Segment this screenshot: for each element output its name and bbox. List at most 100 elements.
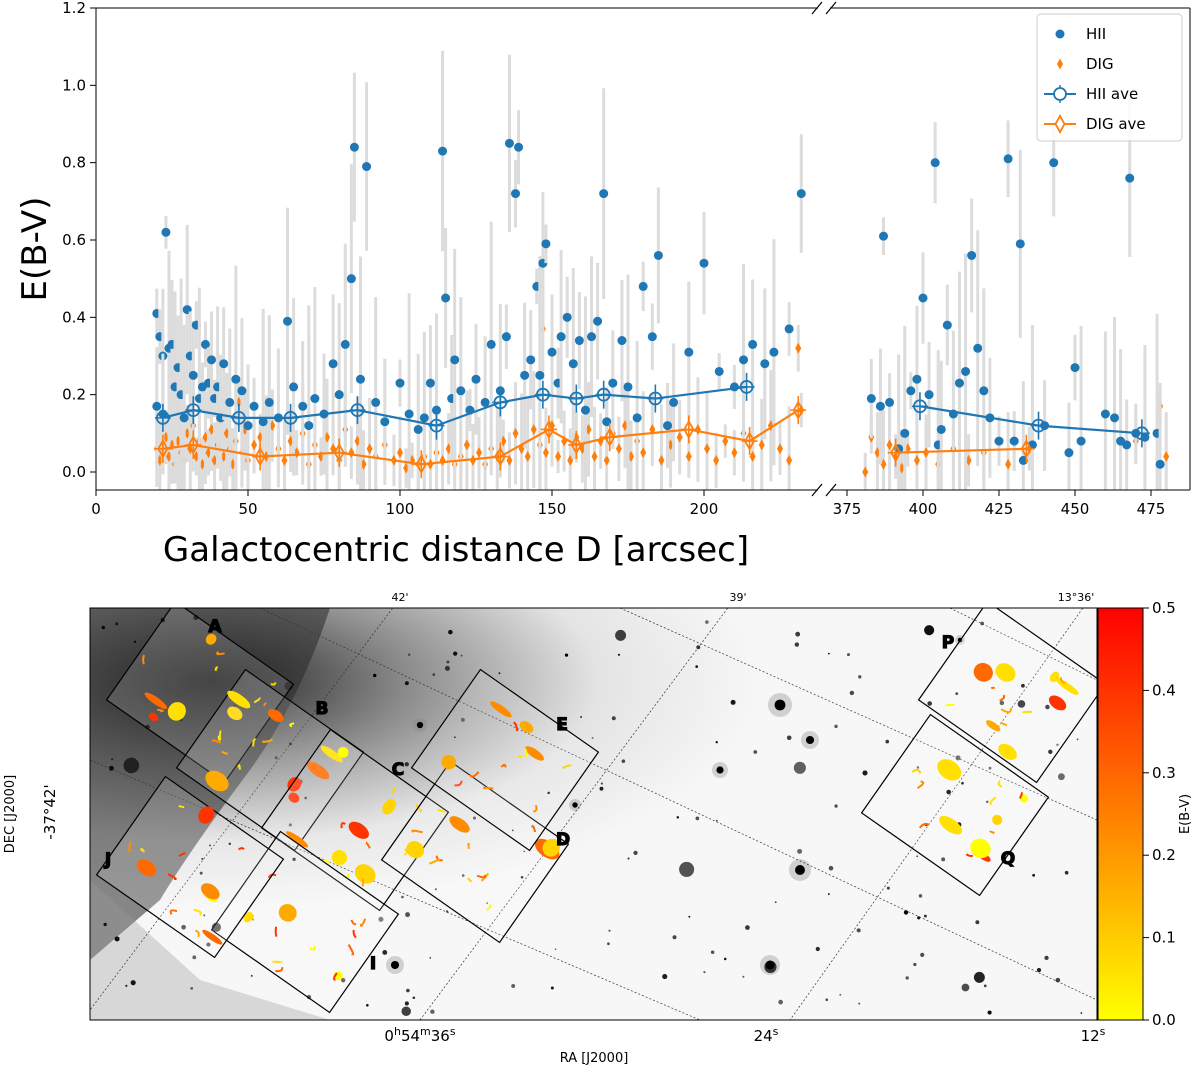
hii-point [425, 378, 435, 388]
dig-point [591, 451, 598, 463]
dig-point [749, 451, 756, 463]
hii-point [207, 355, 217, 365]
dig-point [202, 431, 209, 443]
hii-point [973, 343, 983, 353]
hii-point [486, 339, 496, 349]
hii-average-point [231, 410, 246, 425]
legend: HII DIG HII ave DIG ave [1036, 13, 1183, 142]
hii-point [283, 316, 293, 326]
hii-point [526, 355, 536, 365]
hii-point [413, 424, 423, 434]
hii-point [632, 413, 642, 423]
colorbar-label: E(B-V) [1178, 794, 1193, 834]
dig-point [162, 431, 169, 443]
hii-point [456, 386, 466, 396]
y-tick-label: 0.0 [62, 463, 86, 481]
hii-point [653, 250, 663, 260]
dig-point [366, 443, 373, 455]
dig-point [722, 435, 729, 447]
dig-point [269, 420, 276, 432]
dig-point [512, 427, 519, 439]
y-tick-label: 1.0 [62, 76, 86, 94]
hii-point [954, 378, 964, 388]
legend-entry: HII [1055, 25, 1106, 43]
hii-point [900, 428, 910, 438]
hii-point [200, 339, 210, 349]
hii-point [623, 382, 633, 392]
dig-average-point [254, 446, 266, 467]
dig-point [223, 427, 230, 439]
hii-point [1070, 363, 1080, 373]
hii-point [967, 250, 977, 260]
dig-average-point [1020, 438, 1032, 459]
colorbar-tick-label: 0.1 [1152, 929, 1176, 947]
dig-average-point [415, 454, 427, 475]
hii-average-point [429, 418, 444, 433]
dig-average-point [157, 438, 169, 459]
hii-average-point [913, 399, 927, 414]
dig-point [640, 447, 647, 459]
legend-label: DIG ave [1086, 115, 1146, 133]
hii-point [684, 347, 694, 357]
field-label: E [556, 715, 568, 735]
field-i [210, 830, 400, 1014]
hii-point [1100, 409, 1110, 419]
hii-point [179, 413, 189, 423]
hii-point [796, 189, 806, 199]
dig-point [880, 458, 887, 470]
colorbar-tick-label: 0.2 [1152, 846, 1176, 864]
hii-point [699, 258, 709, 268]
hii-point [471, 374, 481, 384]
dig-point [874, 447, 881, 459]
dig-average-point [543, 419, 555, 440]
field-label: D [556, 830, 570, 850]
dig-point [685, 451, 692, 463]
dig-point [403, 462, 410, 474]
dig-point [795, 342, 802, 354]
hii-point [152, 401, 162, 411]
observed-fields: A B C D E I J P Q [95, 608, 1097, 1014]
field-label: Q [1001, 849, 1015, 869]
dig-point [555, 451, 562, 463]
hii-point [264, 397, 274, 407]
x-tick-label: 0 [91, 500, 101, 518]
field-e [410, 668, 600, 852]
y-axis-label: E(B-V) [15, 197, 55, 302]
dig-average-point [494, 446, 506, 467]
field-label: C [392, 760, 404, 780]
dig-point [360, 458, 367, 470]
hii-point [912, 374, 922, 384]
dig-point [628, 451, 635, 463]
hii-point [289, 382, 299, 392]
ra-tick-label: 24s [754, 1025, 779, 1045]
field-a [105, 608, 295, 784]
hii-average-point [596, 387, 611, 402]
dig-point [524, 451, 531, 463]
hii-point [1064, 448, 1074, 458]
hii-point [514, 142, 524, 152]
hii-point [885, 397, 895, 407]
hii-point [906, 386, 916, 396]
dig-point [567, 454, 574, 466]
y-tick-label: 0.6 [62, 231, 86, 249]
dig-average-point [604, 427, 616, 448]
dig-point [704, 443, 711, 455]
dig-point [193, 451, 200, 463]
hii-average-point [569, 391, 584, 406]
hii-point [480, 397, 490, 407]
hii-point [334, 390, 344, 400]
dec-axis-label: DEC [J2000] [3, 775, 18, 854]
hii-point [231, 374, 241, 384]
hii-point [599, 189, 609, 199]
hii-point [714, 366, 724, 376]
x-tick-label: 450 [1061, 500, 1090, 518]
hii-point [258, 417, 268, 427]
hii-point [1110, 413, 1120, 423]
y-tick-label: 0.2 [62, 386, 86, 404]
hii-point [1155, 459, 1165, 469]
dig-average-point [570, 435, 582, 455]
hii-point [918, 293, 928, 303]
dig-point [1163, 451, 1170, 463]
dig-point [463, 439, 470, 451]
hii-point [936, 424, 946, 434]
